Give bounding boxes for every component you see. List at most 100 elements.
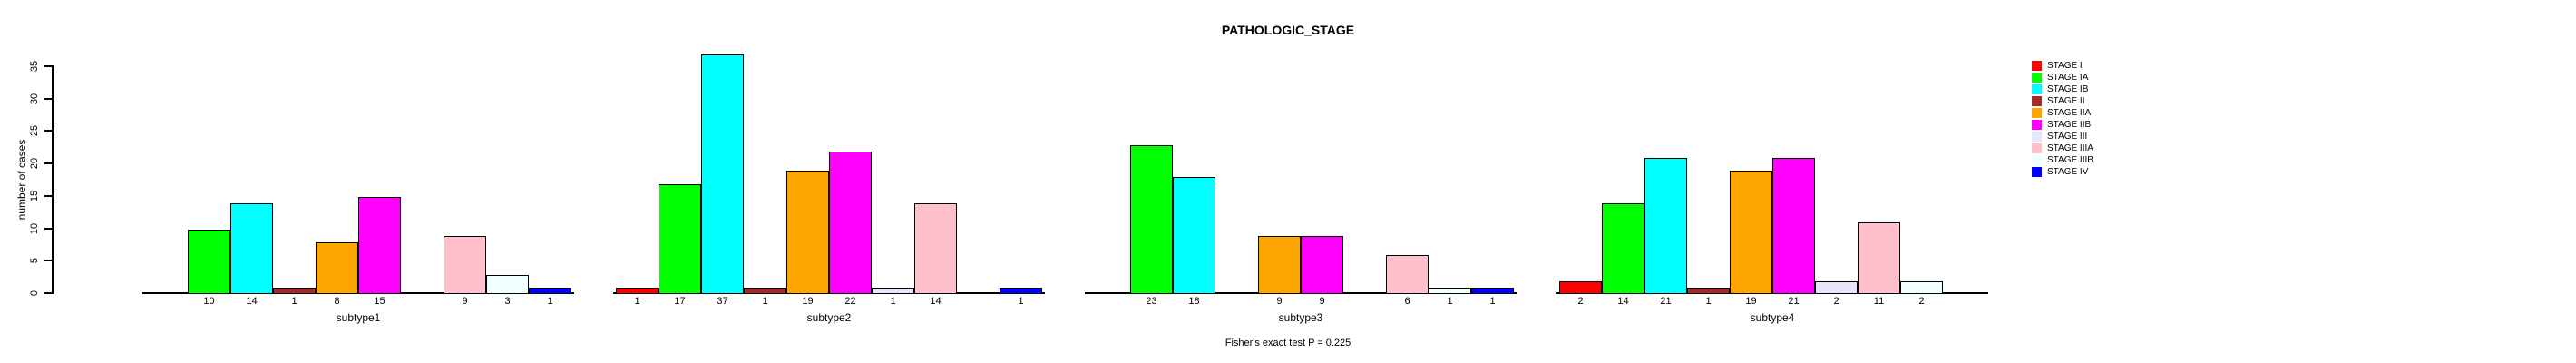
y-tick-label: 0 — [29, 289, 40, 297]
bar-value-label: 2 — [1918, 296, 1925, 307]
bar-value-label: 17 — [674, 296, 686, 307]
y-tick-label: 30 — [29, 93, 40, 104]
bar-value-label: 1 — [634, 296, 640, 307]
stage-bar — [786, 171, 829, 294]
legend-swatch — [2032, 120, 2042, 130]
bar-value-label: 3 — [504, 296, 511, 307]
legend-swatch — [2032, 155, 2042, 165]
stage-bar — [1173, 177, 1215, 294]
bar-value-label: 14 — [246, 296, 258, 307]
stage-bar — [358, 197, 401, 294]
bar-value-label: 21 — [1660, 296, 1672, 307]
bar-value-label: 2 — [1833, 296, 1839, 307]
bar-value-label: 1 — [1447, 296, 1453, 307]
legend-swatch — [2032, 61, 2042, 71]
bar-value-label: 37 — [717, 296, 728, 307]
stage-bar — [1644, 158, 1687, 294]
y-tick-label: 15 — [29, 190, 40, 201]
bar-value-label: 1 — [291, 296, 298, 307]
y-tick-mark — [44, 260, 52, 262]
group-label: subtype1 — [336, 311, 381, 324]
bar-value-label: 1 — [890, 296, 896, 307]
bar-value-label: 9 — [1319, 296, 1325, 307]
legend-label: STAGE I — [2047, 61, 2083, 71]
stage-bar — [659, 184, 701, 294]
group-label: subtype4 — [1750, 311, 1795, 324]
bar-value-label: 1 — [762, 296, 768, 307]
y-tick-mark — [44, 162, 52, 165]
stage-bar — [872, 288, 914, 294]
stage-bar — [1559, 281, 1602, 294]
legend-swatch — [2032, 132, 2042, 142]
legend-label: STAGE IA — [2047, 73, 2089, 83]
stage-bar — [1772, 158, 1815, 294]
bar-value-label: 14 — [930, 296, 942, 307]
bar-value-label: 1 — [1018, 296, 1024, 307]
stage-bar — [744, 288, 786, 294]
y-axis-label: number of cases — [15, 139, 28, 221]
legend-label: STAGE IIB — [2047, 120, 2092, 130]
stage-bar — [1429, 288, 1471, 294]
stage-bar — [616, 288, 659, 294]
bar-value-label: 11 — [1873, 296, 1885, 307]
legend-label: STAGE II — [2047, 96, 2085, 106]
stage-bar — [914, 203, 957, 294]
stage-bar — [1301, 236, 1343, 294]
y-tick-mark — [44, 130, 52, 132]
legend-swatch — [2032, 167, 2042, 177]
legend-label: STAGE IV — [2047, 167, 2089, 177]
group-label: subtype3 — [1278, 311, 1323, 324]
legend-label: STAGE IIIB — [2047, 155, 2093, 165]
legend-swatch — [2032, 84, 2042, 94]
legend-swatch — [2032, 143, 2042, 153]
y-tick-mark — [44, 97, 52, 100]
bar-value-label: 2 — [1577, 296, 1584, 307]
stage-bar — [1130, 145, 1173, 294]
legend-label: STAGE IIIA — [2047, 143, 2093, 153]
stage-bar — [1858, 222, 1900, 294]
legend-swatch — [2032, 108, 2042, 118]
stage-bar — [1900, 281, 1943, 294]
bar-value-label: 9 — [462, 296, 468, 307]
stage-bar — [316, 242, 358, 294]
bar-value-label: 9 — [1276, 296, 1283, 307]
stage-bar — [829, 152, 872, 294]
bar-value-label: 18 — [1188, 296, 1200, 307]
bar-value-label: 19 — [802, 296, 814, 307]
bar-value-label: 15 — [374, 296, 385, 307]
bar-value-label: 1 — [1489, 296, 1496, 307]
y-tick-label: 25 — [29, 125, 40, 137]
stage-bar — [444, 236, 486, 294]
bar-value-label: 6 — [1404, 296, 1410, 307]
bar-value-label: 10 — [203, 296, 215, 307]
stage-bar — [1687, 288, 1730, 294]
stage-bar — [188, 230, 230, 294]
y-tick-mark — [44, 65, 52, 67]
bar-value-label: 8 — [334, 296, 340, 307]
legend-swatch — [2032, 73, 2042, 83]
fisher-test-annotation: Fisher's exact test P = 0.225 — [1225, 338, 1351, 348]
y-tick-label: 35 — [29, 60, 40, 73]
y-tick-mark — [44, 194, 52, 197]
legend-label: STAGE III — [2047, 132, 2088, 142]
legend-label: STAGE IIA — [2047, 108, 2092, 118]
chart-title: PATHOLOGIC_STAGE — [1221, 23, 1355, 37]
stage-bar — [1386, 255, 1429, 294]
stage-bar — [230, 203, 273, 294]
y-axis-line — [52, 65, 54, 294]
group-label: subtype2 — [806, 311, 852, 324]
stage-bar — [1000, 288, 1042, 294]
stage-bar — [1471, 288, 1514, 294]
bar-value-label: 1 — [1705, 296, 1712, 307]
stage-bar — [273, 288, 316, 294]
bar-value-label: 14 — [1617, 296, 1629, 307]
bar-value-label: 23 — [1146, 296, 1157, 307]
y-tick-label: 5 — [29, 258, 40, 264]
stage-bar — [1730, 171, 1772, 294]
y-tick-label: 20 — [29, 158, 40, 170]
bar-value-label: 1 — [547, 296, 553, 307]
stage-bar — [486, 275, 529, 294]
y-tick-mark — [44, 292, 52, 294]
stage-bar — [529, 288, 571, 294]
